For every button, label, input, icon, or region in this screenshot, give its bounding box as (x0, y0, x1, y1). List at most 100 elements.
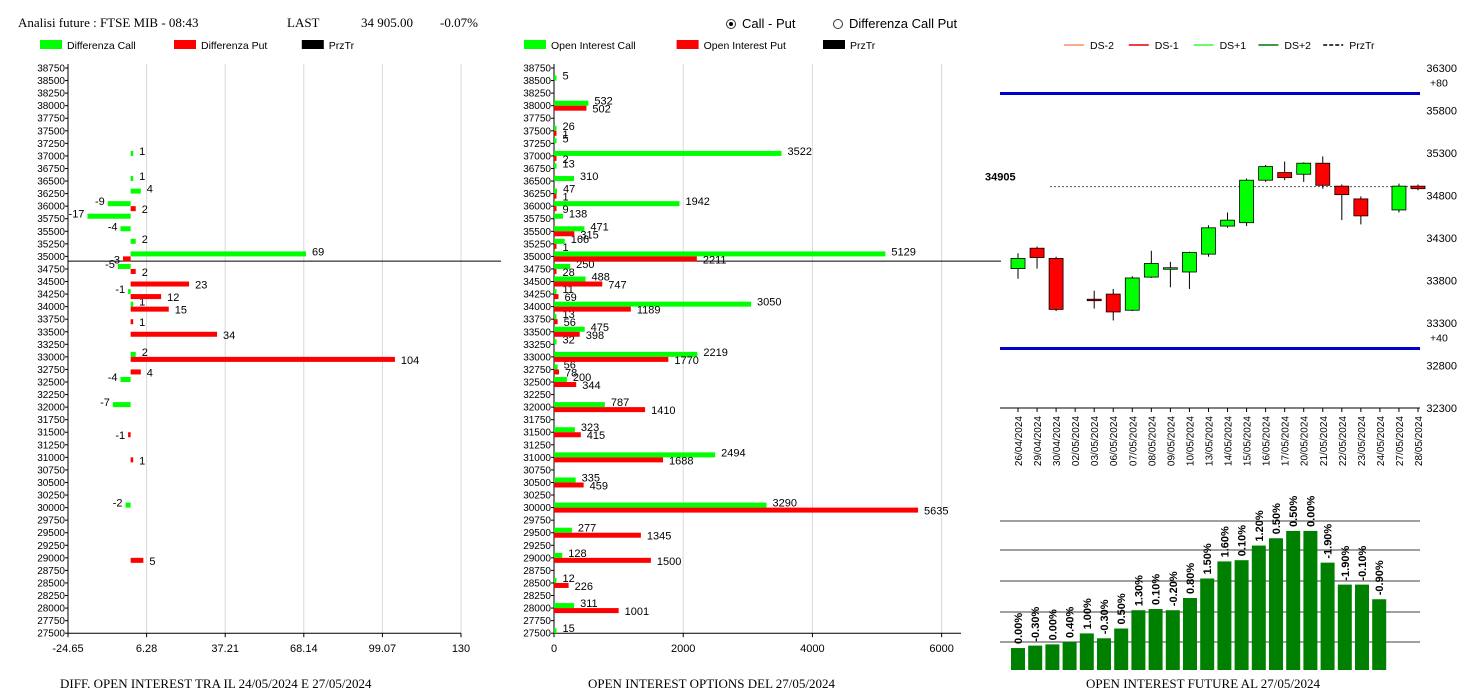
strike-label: 34750 (523, 264, 551, 275)
call-bar (554, 289, 557, 295)
put-bar (130, 294, 162, 300)
data-label: 1001 (625, 606, 649, 618)
strike-label: 35500 (37, 227, 65, 238)
put-bar (554, 407, 646, 413)
strike-label: 29750 (37, 516, 65, 527)
put-bar (554, 319, 558, 325)
oi-future-label: 0.00% (1305, 496, 1317, 527)
oi-future-label: 0.50% (1271, 503, 1283, 534)
candle-body (1029, 247, 1045, 258)
strike-label: 38750 (523, 64, 551, 75)
level-label: +80 (1430, 78, 1448, 90)
data-label: 2494 (721, 447, 745, 459)
oi-future-bar (1062, 641, 1077, 670)
oi-future-bar (1165, 610, 1180, 670)
put-bar (130, 331, 218, 337)
strike-label: 36250 (37, 189, 65, 200)
data-label: 13 (563, 158, 575, 170)
oi-future-label: 0.10% (1237, 525, 1249, 556)
data-label: 335 (582, 472, 600, 484)
radio-selected-icon (726, 18, 736, 29)
data-label: 69 (312, 246, 324, 258)
date-label: 07/05/2024 (1128, 416, 1139, 466)
data-label: 4 (147, 367, 153, 379)
data-label: 2 (142, 234, 148, 246)
oi-future-label: -0.30% (1099, 599, 1111, 634)
oi-future-bar (1200, 578, 1215, 670)
data-label: 502 (592, 104, 610, 116)
data-label: 2211 (703, 254, 727, 266)
x-tick-label: -24.65 (52, 643, 83, 655)
date-label: 30/04/2024 (1052, 416, 1063, 466)
data-label: -1 (115, 430, 125, 442)
data-label: -5 (105, 259, 115, 271)
data-label: 787 (611, 397, 629, 409)
y-tick-label: 34800 (1426, 191, 1457, 203)
call-bar (130, 150, 134, 156)
candle-body (1201, 227, 1216, 255)
data-label: 28 (563, 267, 575, 279)
oi-future-bar (1372, 599, 1387, 670)
strike-label: 27500 (37, 629, 65, 640)
put-bar (554, 532, 641, 538)
data-label: 1410 (651, 405, 675, 417)
data-label: 1 (563, 129, 569, 141)
call-bar (554, 402, 605, 408)
put-bar (554, 557, 651, 563)
strike-label: 32250 (37, 390, 65, 401)
radio-differenza[interactable]: Differenza Call Put (833, 16, 957, 31)
strike-label: 37750 (523, 114, 551, 125)
candle-body (1410, 185, 1426, 190)
strike-label: 28500 (37, 578, 65, 589)
strike-label: 31250 (37, 440, 65, 451)
strike-label: 33750 (37, 315, 65, 326)
date-label: 06/05/2024 (1109, 416, 1120, 466)
put-bar (554, 507, 919, 513)
legend-diff-label-1: Differenza Put (201, 40, 267, 52)
call-bar (130, 351, 136, 357)
data-label: 344 (582, 380, 600, 392)
data-label: 32 (563, 334, 575, 346)
data-label: 4 (147, 184, 153, 196)
call-bar (87, 213, 131, 219)
strike-label: 33750 (523, 315, 551, 326)
data-label: 9 (563, 204, 569, 216)
legend-diff-swatch-1 (174, 40, 196, 49)
strike-label: 36250 (523, 189, 551, 200)
call-bar (554, 125, 557, 131)
data-label: 5 (563, 71, 569, 83)
date-label: 23/05/2024 (1357, 416, 1368, 466)
date-label: 10/05/2024 (1185, 416, 1196, 466)
data-label: 104 (401, 355, 419, 367)
oi-future-label: 0.00% (1013, 613, 1025, 644)
call-bar (554, 188, 558, 194)
oi-future-label: 1.00% (1082, 598, 1094, 629)
y-tick-label: 33800 (1426, 276, 1457, 288)
strike-label: 35500 (523, 227, 551, 238)
radio-call-put[interactable]: Call - Put (726, 16, 795, 31)
data-label: 277 (578, 523, 596, 535)
call-bar (130, 188, 141, 194)
call-bar (554, 502, 767, 508)
data-label: 1 (139, 317, 145, 329)
date-label: 26/04/2024 (1014, 416, 1025, 466)
candle-body (1258, 166, 1274, 181)
oi-future-bar (1217, 561, 1232, 670)
data-label: 3522 (788, 146, 812, 158)
strike-label: 34750 (37, 264, 65, 275)
data-label: 56 (564, 317, 576, 329)
data-label: 532 (594, 96, 612, 108)
put-bar (554, 457, 664, 463)
data-label: 26 (563, 121, 575, 133)
data-label: 166 (571, 234, 589, 246)
strike-label: 28250 (37, 591, 65, 602)
call-bar (120, 226, 131, 232)
candle-body (1391, 185, 1407, 211)
data-label: 747 (608, 280, 626, 292)
call-bar (130, 176, 134, 182)
date-label: 13/05/2024 (1204, 416, 1215, 466)
strike-label: 31000 (37, 453, 65, 464)
oi-future-label: 1.20% (1254, 510, 1266, 541)
legend-oi-label-0: Open Interest Call (551, 40, 636, 52)
strike-label: 29000 (523, 553, 551, 564)
